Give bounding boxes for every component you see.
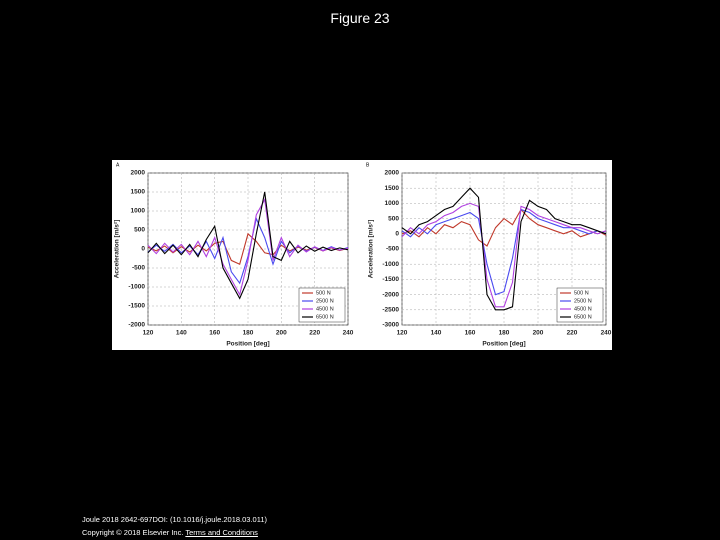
series-line [401,208,607,247]
copyright-line: Copyright © 2018 Elsevier Inc. Terms and… [82,528,258,537]
y-tick-label: -500 [386,246,399,253]
x-tick-label: 200 [276,330,287,337]
y-tick-label: -1500 [128,303,145,310]
y-tick-label: -1000 [382,261,399,268]
y-axis-label: Acceleration [m/s²] [114,220,121,279]
y-tick-label: 0 [395,231,399,238]
y-tick-label: 1000 [385,200,400,207]
y-tick-label: 0 [141,246,145,253]
legend-box [298,287,346,323]
y-tick-label: 500 [388,215,399,222]
legend-box [556,287,604,323]
y-axis-label: Acceleration [m/s²] [368,220,375,279]
x-tick-label: 220 [309,330,320,337]
series-line [401,202,607,308]
copyright: Copyright © 2018 Elsevier Inc. [82,528,184,537]
legend-label: 2500 N [574,298,592,304]
y-tick-label: 1500 [131,189,146,196]
legend-label: 4500 N [316,306,334,312]
y-tick-label: 1500 [385,185,400,192]
x-tick-label: 220 [567,330,578,337]
y-tick-label: -3000 [382,322,399,329]
legend-label: 500 N [316,290,331,296]
series-line [401,187,607,311]
slide-title: Figure 23 [330,10,390,26]
legend-label: 4500 N [574,306,592,312]
series-line [147,191,349,300]
legend-label: 500 N [574,290,589,296]
y-tick-label: 500 [134,227,145,234]
x-axis-label: Position [deg] [482,341,525,348]
x-tick-label: 180 [243,330,254,337]
terms-link[interactable]: Terms and Conditions [185,528,258,537]
citation: Joule 2018 2642-697DOI: (10.1016/j.joule… [82,515,267,524]
x-tick-label: 120 [143,330,154,337]
x-tick-label: 240 [343,330,354,337]
y-tick-label: -1000 [128,284,145,291]
x-tick-label: 240 [601,330,612,337]
y-tick-label: -500 [132,265,145,272]
y-tick-label: 2000 [385,170,400,177]
legend-label: 2500 N [316,298,334,304]
x-tick-label: 140 [431,330,442,337]
x-tick-label: 180 [499,330,510,337]
legend-label: 6500 N [316,314,334,320]
y-tick-label: 2000 [131,170,146,177]
panel-label: B [366,162,370,168]
y-tick-label: -1500 [382,276,399,283]
legend-label: 6500 N [574,314,592,320]
x-tick-label: 140 [176,330,187,337]
x-tick-label: 200 [533,330,544,337]
y-tick-label: -2000 [128,322,145,329]
x-tick-label: 120 [397,330,408,337]
panel-label: A [116,162,120,168]
x-tick-label: 160 [209,330,220,337]
y-tick-label: -2500 [382,307,399,314]
y-tick-label: 1000 [131,208,146,215]
series-line [147,197,349,297]
x-tick-label: 160 [465,330,476,337]
y-tick-label: -2000 [382,291,399,298]
x-axis-label: Position [deg] [226,341,269,348]
